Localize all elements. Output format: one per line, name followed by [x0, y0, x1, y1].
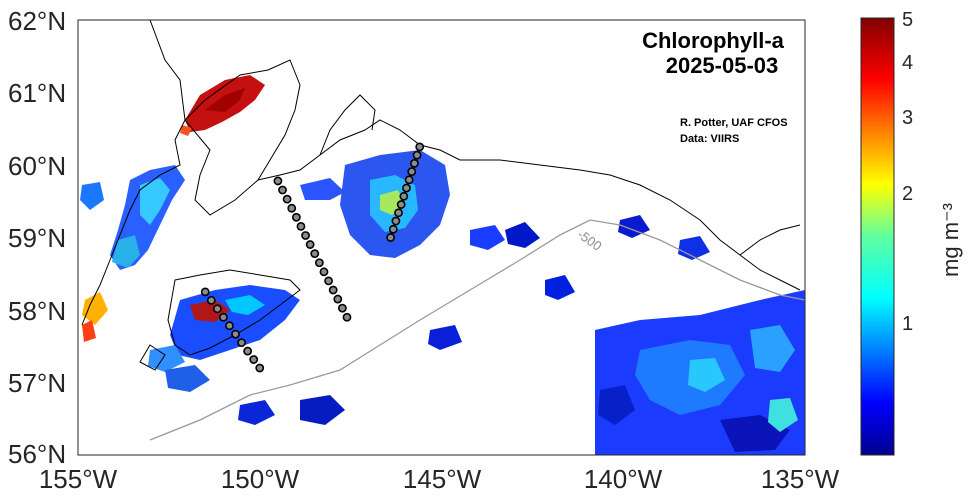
station-dot — [278, 185, 287, 195]
station-dot — [225, 321, 234, 331]
station-dot — [396, 200, 406, 209]
map-date: 2025-05-03 — [666, 53, 779, 78]
station-dot — [319, 267, 329, 277]
lat-tick: 61°N — [8, 78, 66, 108]
station-dot — [237, 338, 246, 348]
lon-tick: 150°W — [221, 464, 300, 494]
lat-tick: 56°N — [8, 439, 66, 469]
station-lines — [200, 142, 425, 373]
station-dot — [249, 355, 259, 364]
station-dot — [301, 231, 310, 240]
station-dot — [328, 285, 338, 295]
station-dot — [273, 176, 283, 186]
map-border — [77, 19, 806, 456]
station-dot — [291, 212, 301, 222]
lon-tick: 155°W — [39, 464, 118, 494]
station-dot — [218, 312, 228, 322]
station-dot — [399, 191, 409, 201]
station-dot — [394, 208, 403, 218]
lat-tick: 60°N — [8, 151, 66, 181]
colorbar-tick: 2 — [902, 183, 913, 205]
station-dot — [404, 175, 414, 185]
station-dot — [310, 249, 320, 259]
colorbar: 5 4 3 2 1 mg m⁻³ — [860, 9, 963, 456]
station-dot — [296, 221, 306, 231]
station-dot — [402, 183, 411, 193]
credit-data-source: Data: VIIRS — [680, 133, 739, 145]
station-dot — [231, 329, 240, 339]
colorbar-tick: 3 — [902, 107, 913, 129]
colorbar-unit-label: mg m⁻³ — [938, 203, 963, 277]
station-dot — [386, 233, 396, 242]
lon-tick: 135°W — [761, 464, 840, 494]
colorbar-gradient — [860, 17, 895, 456]
lat-tick: 59°N — [8, 223, 66, 253]
station-dot — [412, 150, 422, 160]
station-dot — [391, 216, 401, 226]
station-dot — [314, 258, 324, 268]
station-dot — [212, 304, 222, 314]
colorbar-tick: 1 — [902, 313, 913, 335]
station-dot — [255, 363, 265, 373]
station-dot — [287, 203, 297, 213]
lon-tick: 140°W — [584, 464, 663, 494]
lon-tick: 145°W — [403, 464, 482, 494]
coastline — [81, 20, 801, 371]
station-dot — [324, 276, 333, 286]
station-dot — [305, 240, 315, 249]
chlorophyll-field — [80, 75, 805, 455]
map-title: Chlorophyll-a — [642, 28, 785, 53]
station-dot — [407, 167, 417, 176]
isobath-500 — [149, 219, 806, 441]
lon-axis: 155°W 150°W 145°W 140°W 135°W — [39, 464, 840, 494]
lat-tick: 62°N — [8, 6, 66, 36]
lat-tick: 58°N — [8, 296, 66, 326]
station-dot — [388, 224, 398, 234]
station-dot — [410, 158, 419, 168]
colorbar-tick: 5 — [902, 9, 913, 31]
station-dot — [200, 287, 210, 297]
station-dot — [342, 312, 352, 322]
station-dot — [282, 194, 292, 204]
station-dot — [206, 295, 216, 305]
station-dot — [415, 142, 425, 152]
lat-axis: 62°N 61°N 60°N 59°N 58°N 57°N 56°N — [8, 6, 66, 469]
station-dot — [243, 346, 253, 356]
credit-author: R. Potter, UAF CFOS — [680, 117, 788, 129]
lat-tick: 57°N — [8, 368, 66, 398]
colorbar-tick: 4 — [902, 52, 913, 74]
station-dot — [337, 303, 347, 313]
station-dot — [333, 294, 343, 304]
